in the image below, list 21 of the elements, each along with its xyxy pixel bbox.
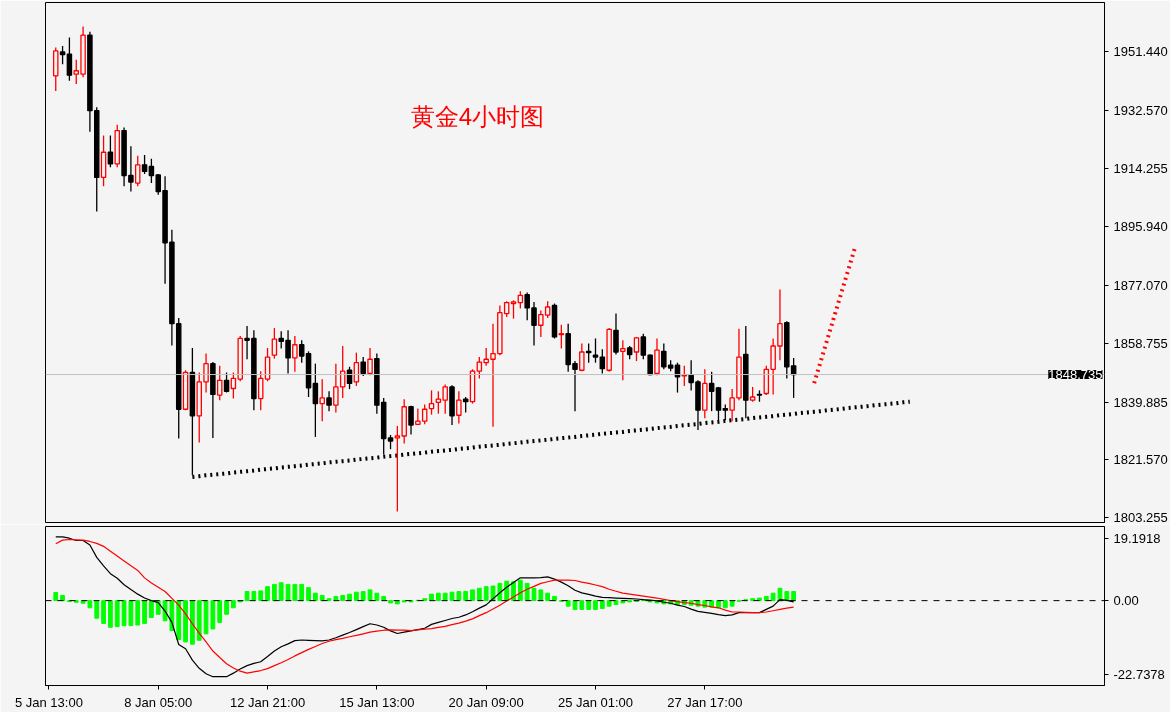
y-tick-label: 1951.440 bbox=[1113, 43, 1168, 59]
y-tick-label: 0.00 bbox=[1113, 593, 1139, 609]
x-tick-label: 12 Jan 21:00 bbox=[229, 694, 306, 710]
y-tick-label: 1895.940 bbox=[1113, 218, 1168, 234]
ref-line-label: 1848.735 bbox=[1048, 367, 1103, 383]
text: 黄金4小时图 bbox=[410, 102, 545, 130]
y-tick-label: 1932.570 bbox=[1113, 103, 1168, 119]
x-tick-label: 25 Jan 01:00 bbox=[557, 694, 634, 710]
y-tick-label: 1803.255 bbox=[1113, 510, 1168, 526]
y-tick-label: 1839.885 bbox=[1113, 394, 1168, 410]
x-tick-label: 20 Jan 09:00 bbox=[448, 694, 524, 710]
y-tick-label: 1821.570 bbox=[1113, 452, 1168, 468]
y-tick-label: 1914.255 bbox=[1113, 160, 1168, 176]
y-tick-label: 19.1918 bbox=[1113, 530, 1161, 546]
x-tick-label: 27 Jan 17:00 bbox=[667, 694, 743, 710]
x-tick-label: 5 Jan 13:00 bbox=[14, 694, 83, 710]
y-tick-label: 1858.755 bbox=[1113, 335, 1168, 351]
y-tick-label: 1877.070 bbox=[1113, 277, 1168, 293]
y-tick-label: -22.7378 bbox=[1113, 667, 1165, 683]
x-tick-label: 8 Jan 05:00 bbox=[124, 694, 193, 710]
x-tick-label: 15 Jan 13:00 bbox=[339, 694, 415, 710]
